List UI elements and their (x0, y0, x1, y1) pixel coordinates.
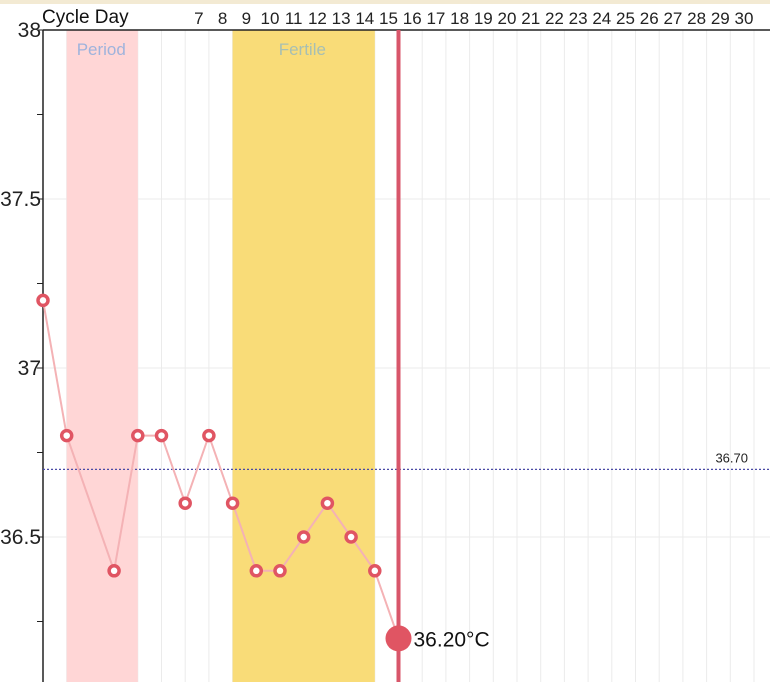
x-tick-label: 7 (194, 9, 203, 28)
x-tick-label: 12 (308, 9, 327, 28)
x-tick-label: 15 (379, 9, 398, 28)
x-tick-label: 17 (426, 9, 445, 28)
y-tick-label: 37.5 (0, 188, 41, 211)
today-value-label: 36.20°C (414, 628, 490, 651)
temperature-point (202, 428, 216, 443)
fertile-band (232, 30, 375, 682)
x-tick-label: 19 (474, 9, 493, 28)
x-tick-label: 10 (261, 9, 280, 28)
period-band (66, 30, 138, 682)
cycle-day-label: Cycle Day (42, 7, 133, 29)
temperature-point (36, 293, 50, 308)
x-tick-label: 22 (545, 9, 564, 28)
temperature-point (368, 564, 382, 578)
x-tick-label: 20 (498, 9, 517, 28)
x-tick-label: 21 (521, 9, 540, 28)
x-tick-label: 13 (332, 9, 351, 28)
y-tick-label: 36.5 (0, 526, 41, 549)
x-tick-label: 30 (735, 9, 754, 28)
period-label: Period (77, 40, 126, 59)
temperature-point (344, 530, 358, 544)
temperature-point (59, 428, 74, 443)
temperature-point (225, 496, 240, 510)
x-tick-label: 23 (569, 9, 588, 28)
temperature-point (131, 428, 145, 443)
x-tick-label: 25 (616, 9, 635, 28)
x-tick-label: 26 (640, 9, 659, 28)
x-tick-label: 24 (592, 9, 611, 28)
temperature-point (320, 496, 335, 510)
x-tick-label: 16 (403, 9, 422, 28)
top-edge (0, 0, 770, 4)
y-tick-label: 38 (18, 19, 41, 42)
temperature-point (273, 564, 287, 578)
temperature-point (154, 428, 169, 443)
today-point (385, 625, 412, 652)
x-tick-label: 28 (687, 9, 706, 28)
temperature-point (107, 564, 121, 578)
x-tick-label: 14 (355, 9, 374, 28)
coverline-label: 36.70 (715, 450, 748, 465)
x-tick-label: 9 (242, 9, 251, 28)
y-tick-label: 37 (18, 357, 41, 380)
x-tick-label: 29 (711, 9, 730, 28)
temperature-point (178, 496, 192, 510)
x-tick-label: 8 (218, 9, 227, 28)
x-tick-label: 18 (450, 9, 469, 28)
temperature-point (296, 530, 311, 544)
x-tick-label: 11 (285, 9, 303, 28)
temperature-point (249, 564, 264, 578)
x-tick-label: 27 (663, 9, 682, 28)
fertile-label: Fertile (279, 40, 326, 59)
